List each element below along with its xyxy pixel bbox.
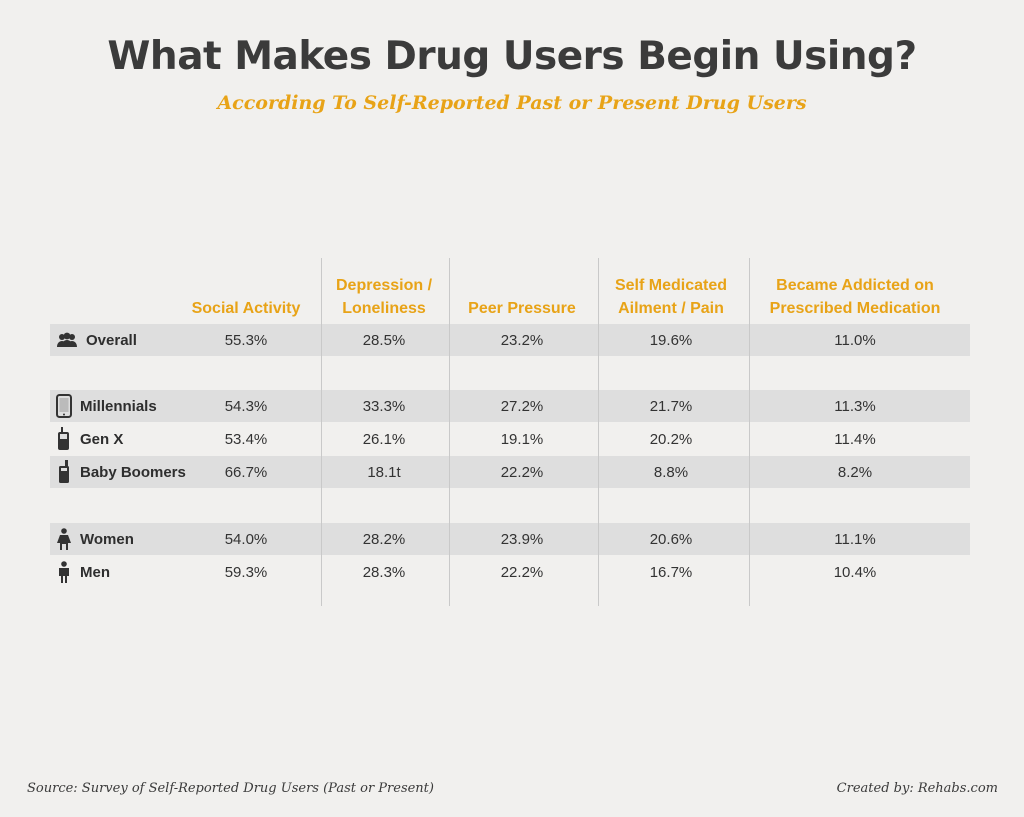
smartphone-icon [56,394,80,418]
woman-icon [56,528,80,550]
flip-phone-icon [56,427,80,451]
table-cell: 54.3% [224,397,268,415]
man-icon [56,561,80,583]
column-header: Self Medicated Ailment / Pain [614,277,728,317]
table-cell: 53.4% [224,430,268,448]
table-cell: 21.7% [649,397,693,415]
row-label: Men [56,556,110,588]
table-cell: 66.7% [224,463,268,481]
row-band [50,390,970,422]
table-cell: 18.1t [367,463,401,481]
row-band [50,456,970,488]
row-band [50,523,970,555]
table-cell: 20.6% [649,530,693,548]
credit-note: Created by: Rehabs.com [836,781,998,796]
table-cell: 11.3% [834,397,876,415]
row-label-text: Millennials [80,397,157,415]
table-cell: 8.2% [837,463,873,481]
table-cell: 10.4% [833,563,877,581]
table-cell: 16.7% [649,563,693,581]
column-divider [598,258,599,606]
table-cell: 8.8% [653,463,689,481]
table-cell: 28.3% [362,563,406,581]
row-label-text: Men [80,563,110,581]
column-divider [321,258,322,606]
group-icon [56,332,86,348]
table-cell: 28.5% [362,331,406,349]
row-label: Baby Boomers [56,456,186,488]
row-label: Millennials [56,390,157,422]
table-cell: 22.2% [500,563,544,581]
row-label-text: Gen X [80,430,124,448]
row-label-text: Women [80,530,134,548]
source-note: Source: Survey of Self-Reported Drug Use… [27,781,434,796]
table-cell: 11.0% [834,331,876,349]
brick-phone-icon [56,460,80,484]
table-cell: 28.2% [362,530,406,548]
column-header: Peer Pressure [468,300,576,317]
column-divider [449,258,450,606]
table-cell: 55.3% [224,331,268,349]
column-divider [749,258,750,606]
table-cell: 23.2% [500,331,544,349]
table-cell: 27.2% [500,397,544,415]
row-label: Overall [56,324,137,356]
table-cell: 23.9% [500,530,544,548]
row-label-text: Baby Boomers [80,463,186,481]
table-cell: 33.3% [362,397,406,415]
column-header: Depression / Loneliness [335,277,433,317]
column-header: Social Activity [191,300,301,317]
column-header: Became Addicted on Prescribed Medication [769,277,941,317]
table-cell: 19.1% [500,430,544,448]
row-label: Women [56,523,134,555]
row-band [50,324,970,356]
table-cell: 19.6% [649,331,693,349]
chart-subtitle: According To Self-Reported Past or Prese… [217,92,807,114]
row-label-text: Overall [86,331,137,349]
table-cell: 54.0% [224,530,268,548]
table-cell: 22.2% [500,463,544,481]
table-cell: 26.1% [362,430,406,448]
table-cell: 11.4% [834,430,876,448]
chart-title: What Makes Drug Users Begin Using? [107,34,917,79]
table-cell: 59.3% [224,563,268,581]
table-cell: 20.2% [649,430,693,448]
table-cell: 11.1% [834,530,876,548]
row-label: Gen X [56,423,123,455]
